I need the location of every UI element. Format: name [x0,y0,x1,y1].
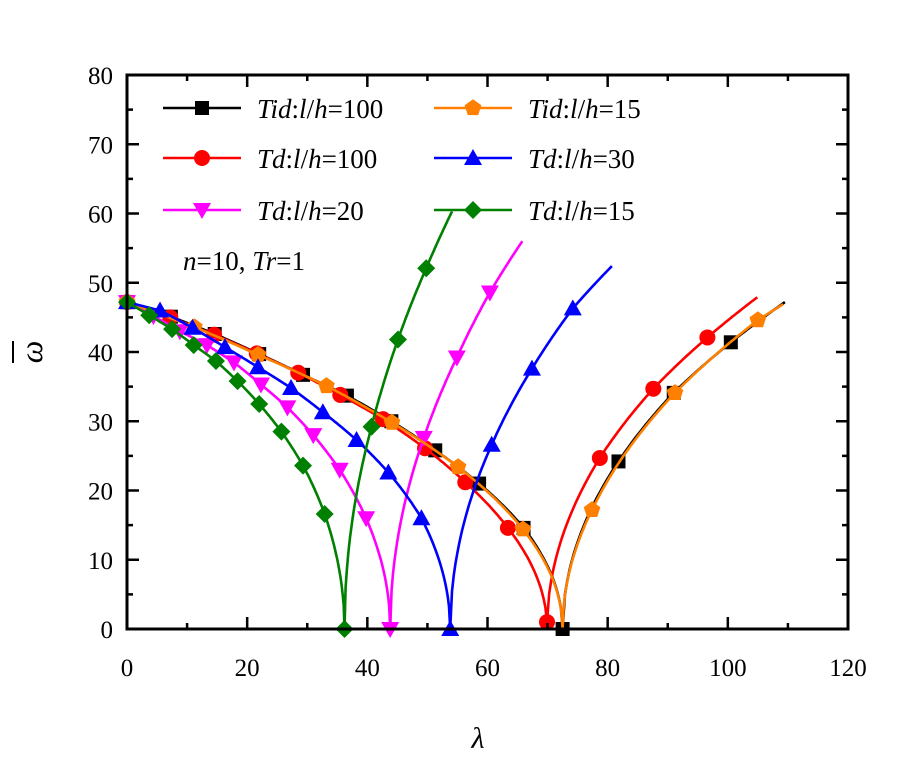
series-2 [118,240,524,638]
x-tick-label: 40 [355,655,380,682]
data-point [457,474,474,491]
legend-label: Td:l/h=20 [257,196,364,226]
legend: Tid:l/h=100 Td:l/h=100 Td:l/h=20 Tid:l/h=15… [163,94,641,226]
series-layer [118,210,786,638]
annotation: n=10, Tr=1 [183,246,305,276]
legend-item: Td:l/h=100 [163,144,377,174]
legend-marker [195,101,209,115]
data-point [357,511,376,528]
data-point [522,359,541,376]
data-point [315,505,334,524]
data-point [294,456,313,475]
data-point [388,330,407,349]
data-point [228,372,247,391]
data-point [447,350,466,367]
y-axis-label-group: ω [12,341,49,364]
data-point [666,384,684,400]
data-point [248,358,267,375]
data-point [313,403,332,420]
data-point [163,320,182,339]
data-point [140,306,159,325]
data-point [249,346,267,362]
data-point [449,458,467,475]
y-tick-label: 80 [88,63,113,90]
x-tick-label: 20 [235,655,260,682]
legend-label: Td:l/h=15 [528,196,635,226]
y-tick-label: 10 [88,548,113,575]
data-point [538,614,555,631]
data-point [379,463,398,480]
x-tick-label: 0 [121,655,134,682]
legend-marker [464,201,482,219]
y-tick-label: 50 [88,271,113,298]
data-point [699,329,716,346]
data-point [278,400,297,417]
data-point [583,501,601,517]
data-point [183,318,202,335]
legend-item: Tid:l/h=100 [163,94,383,124]
legend-marker [464,149,482,165]
data-point [282,379,301,396]
legend-marker [193,203,211,219]
data-point [215,338,234,355]
legend-item: Td:l/h=20 [163,196,364,226]
y-tick-label: 70 [88,132,113,159]
data-point [250,394,269,413]
x-tick-label: 120 [829,655,867,682]
data-point [362,417,381,436]
data-point [645,380,662,397]
data-point [330,462,349,479]
data-point [417,259,436,278]
data-point [224,355,243,372]
data-point [272,422,291,441]
legend-label: Tid:l/h=100 [257,94,383,124]
data-point [383,413,401,430]
data-point [347,430,366,447]
legend-item: Td:l/h=15 [434,196,635,226]
data-point [414,430,433,447]
x-tick-label: 100 [709,655,747,682]
legend-label: Tid:l/h=15 [528,94,641,124]
data-point [514,520,532,537]
series-line [126,265,613,630]
data-point [197,338,216,355]
data-point [749,311,767,328]
data-point [304,428,323,445]
data-point [482,435,501,452]
x-tick-label: 60 [475,655,500,682]
legend-item: Td:l/h=30 [434,144,635,174]
data-point [184,336,203,355]
data-point [251,377,270,394]
data-point [412,509,431,526]
legend-item: Tid:l/h=15 [434,94,641,124]
y-tick-label: 30 [88,409,113,436]
data-point [480,285,499,302]
data-point [206,352,225,371]
x-axis-label: λ [471,722,485,755]
axes: 0 20 40 60 80 100 120 0 10 20 30 40 50 60 70 80 [88,63,867,682]
legend-label: Td:l/h=30 [528,144,635,174]
legend-marker [464,99,482,116]
x-tick-label: 80 [595,655,620,682]
data-point [499,519,516,536]
data-point [563,299,582,316]
data-point [318,377,335,394]
legend-marker [194,150,210,166]
series-line [126,240,524,630]
y-axis-label: ω [13,341,49,364]
y-tick-label: 60 [88,202,113,229]
legend-label: Td:l/h=100 [257,144,377,174]
series-1 [119,294,759,631]
series-line [126,300,784,630]
data-point [591,449,608,466]
series-4 [118,265,613,636]
series-5 [118,210,454,638]
y-tick-label: 20 [88,479,113,506]
y-tick-label: 40 [88,340,113,367]
y-tick-label: 0 [101,617,114,644]
